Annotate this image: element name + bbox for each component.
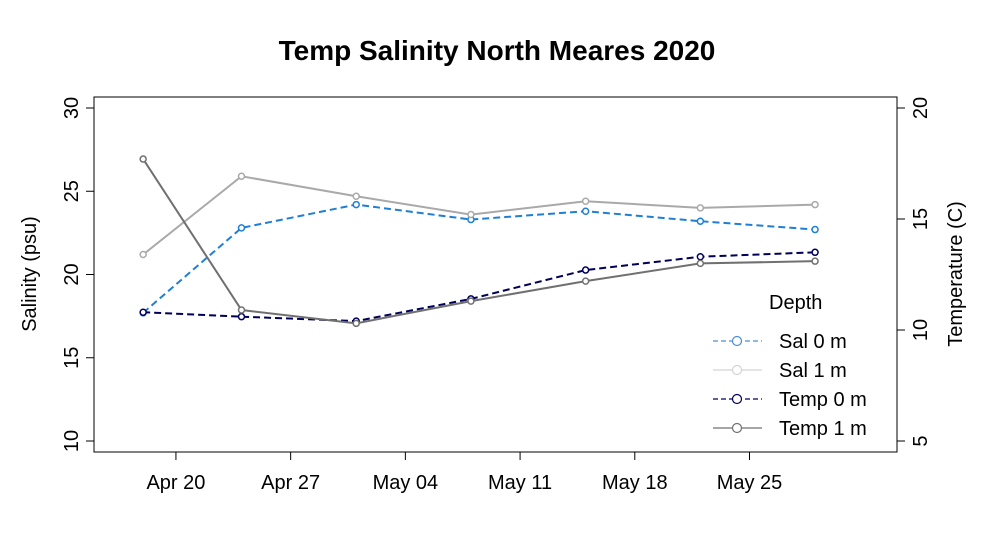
- legend-marker: [731, 364, 743, 376]
- series-layer: [139, 155, 819, 328]
- data-point: [581, 197, 590, 205]
- chart-title: Temp Salinity North Meares 2020: [279, 35, 716, 66]
- data-point: [696, 217, 705, 225]
- data-point: [352, 192, 360, 200]
- plot-frame: [93, 96, 898, 453]
- series-line: [142, 175, 816, 256]
- data-point: [139, 155, 147, 163]
- data-point: [811, 200, 819, 209]
- x-tick-label: Apr 20: [146, 472, 205, 494]
- series-line: [142, 158, 816, 325]
- series-sal-0-m: [139, 200, 819, 317]
- data-point: [139, 250, 147, 259]
- data-point: [467, 297, 475, 305]
- right-tick-label: 10: [910, 319, 932, 341]
- right-tick-label: 5: [910, 435, 932, 446]
- right-tick-label: 20: [910, 97, 932, 119]
- x-tick-label: May 25: [717, 472, 783, 494]
- data-point: [581, 277, 590, 285]
- data-point: [696, 259, 705, 268]
- x-tick-label: May 18: [602, 472, 668, 494]
- data-point: [581, 266, 590, 274]
- legend-label: Temp 1 m: [779, 418, 867, 440]
- data-point: [352, 319, 360, 328]
- legend-marker: [731, 422, 743, 434]
- right-tick-label: 15: [910, 208, 932, 230]
- data-point: [696, 204, 705, 212]
- legend-label: Temp 0 m: [779, 389, 867, 411]
- series-line: [142, 203, 816, 314]
- left-tick-label: 15: [61, 347, 83, 369]
- data-point: [696, 252, 705, 261]
- data-point: [811, 248, 819, 257]
- data-point: [139, 308, 147, 316]
- left-tick-label: 25: [61, 180, 83, 202]
- data-point: [237, 172, 246, 181]
- left-tick-label: 20: [61, 263, 83, 285]
- legend-marker: [731, 335, 743, 347]
- right-axis-title: Temperature (C): [945, 201, 967, 347]
- legend-marker: [731, 393, 743, 405]
- left-y-axis: 10 15 20 25 30: [61, 97, 95, 452]
- x-tick-label: May 04: [373, 472, 439, 494]
- left-tick-label: 30: [61, 97, 83, 119]
- right-y-axis: 5 10 15 20: [896, 97, 932, 447]
- legend-title: Depth: [769, 292, 822, 314]
- legend-label: Sal 0 m: [779, 331, 847, 353]
- x-tick-label: May 11: [488, 472, 552, 494]
- data-point: [811, 225, 819, 234]
- data-point: [237, 306, 246, 314]
- legend-label: Sal 1 m: [779, 360, 847, 382]
- x-axis: Apr 20 Apr 27 May 04 May 11 May 18 May 25: [146, 451, 783, 494]
- series-temp-1-m: [139, 155, 819, 328]
- x-tick-label: Apr 27: [261, 472, 320, 494]
- left-tick-label: 10: [61, 430, 83, 452]
- data-point: [811, 257, 819, 265]
- data-point: [467, 210, 475, 219]
- data-point: [237, 224, 246, 232]
- data-point: [352, 200, 360, 209]
- data-point: [237, 312, 246, 321]
- series-sal-1-m: [139, 172, 819, 259]
- left-axis-title: Salinity (psu): [19, 216, 41, 332]
- data-point: [581, 207, 590, 215]
- legend: Depth Sal 0 m Sal 1 m Temp 0 m Temp 1 m: [713, 292, 867, 440]
